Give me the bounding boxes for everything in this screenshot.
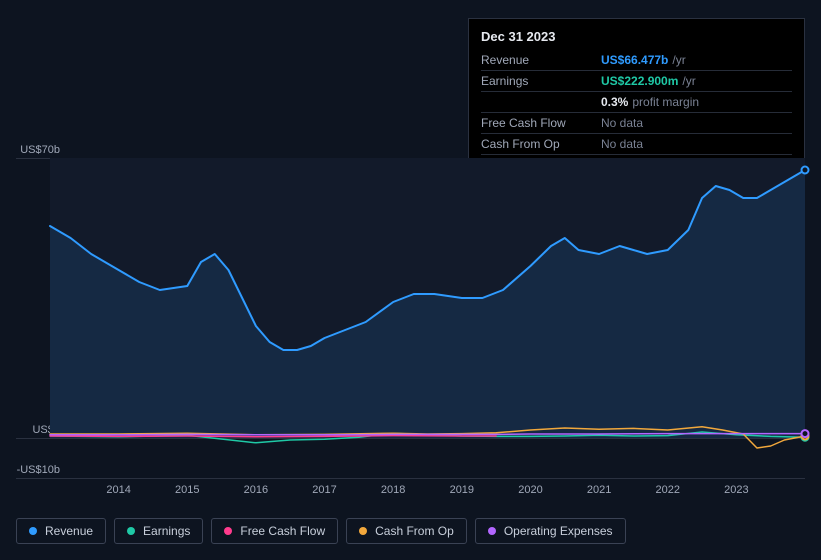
tooltip-row: EarningsUS$222.900m/yr [481, 71, 792, 92]
legend-label: Earnings [143, 524, 190, 538]
tooltip-date: Dec 31 2023 [481, 29, 792, 44]
tooltip-row-label: Revenue [481, 53, 601, 67]
series-end-marker [802, 167, 809, 174]
tooltip-row-value: No data [601, 137, 792, 151]
tooltip-row-label: Earnings [481, 74, 601, 88]
legend-dot-icon [224, 527, 232, 535]
tooltip-row: Free Cash FlowNo data [481, 113, 792, 134]
tooltip-row: 0.3%profit margin [481, 92, 792, 113]
legend-dot-icon [488, 527, 496, 535]
series-end-marker [802, 430, 809, 437]
legend-item[interactable]: Free Cash Flow [211, 518, 338, 544]
tooltip-row-value: 0.3%profit margin [601, 95, 792, 109]
x-axis-label: 2019 [450, 484, 474, 496]
x-axis-label: 2020 [518, 484, 542, 496]
x-axis-label: 2014 [106, 484, 130, 496]
x-axis-label: 2018 [381, 484, 405, 496]
x-axis-label: 2023 [724, 484, 748, 496]
gridline [16, 478, 805, 479]
legend-label: Cash From Op [375, 524, 454, 538]
tooltip-row-label [481, 95, 601, 109]
legend-label: Revenue [45, 524, 93, 538]
x-axis-labels: 2014 2015 2016 2017 2018 2019 2020 2021 2022 2023 [16, 484, 805, 500]
legend-item[interactable]: Revenue [16, 518, 106, 544]
legend-item[interactable]: Cash From Op [346, 518, 467, 544]
tooltip-row-value: No data [601, 116, 792, 130]
tooltip-row-value: US$66.477b/yr [601, 53, 792, 67]
x-axis-label: 2022 [655, 484, 679, 496]
chart-svg [50, 158, 805, 478]
legend-item[interactable]: Operating Expenses [475, 518, 626, 544]
legend-label: Free Cash Flow [240, 524, 325, 538]
x-axis-label: 2016 [244, 484, 268, 496]
x-axis-label: 2021 [587, 484, 611, 496]
chart-area: US$70bUS$0-US$10b [16, 158, 805, 478]
x-axis-label: 2015 [175, 484, 199, 496]
tooltip-row-label: Free Cash Flow [481, 116, 601, 130]
legend-dot-icon [127, 527, 135, 535]
legend-dot-icon [29, 527, 37, 535]
legend-label: Operating Expenses [504, 524, 613, 538]
legend-dot-icon [359, 527, 367, 535]
tooltip-row-value: US$222.900m/yr [601, 74, 792, 88]
tooltip-row: Cash From OpNo data [481, 134, 792, 155]
legend-item[interactable]: Earnings [114, 518, 203, 544]
x-axis-label: 2017 [312, 484, 336, 496]
legend: Revenue Earnings Free Cash Flow Cash From O… [16, 518, 626, 544]
tooltip-row: RevenueUS$66.477b/yr [481, 50, 792, 71]
y-axis-label: US$70b [0, 144, 60, 156]
tooltip-row-label: Cash From Op [481, 137, 601, 151]
tooltip-card: Dec 31 2023 RevenueUS$66.477b/yrEarnings… [468, 18, 805, 180]
